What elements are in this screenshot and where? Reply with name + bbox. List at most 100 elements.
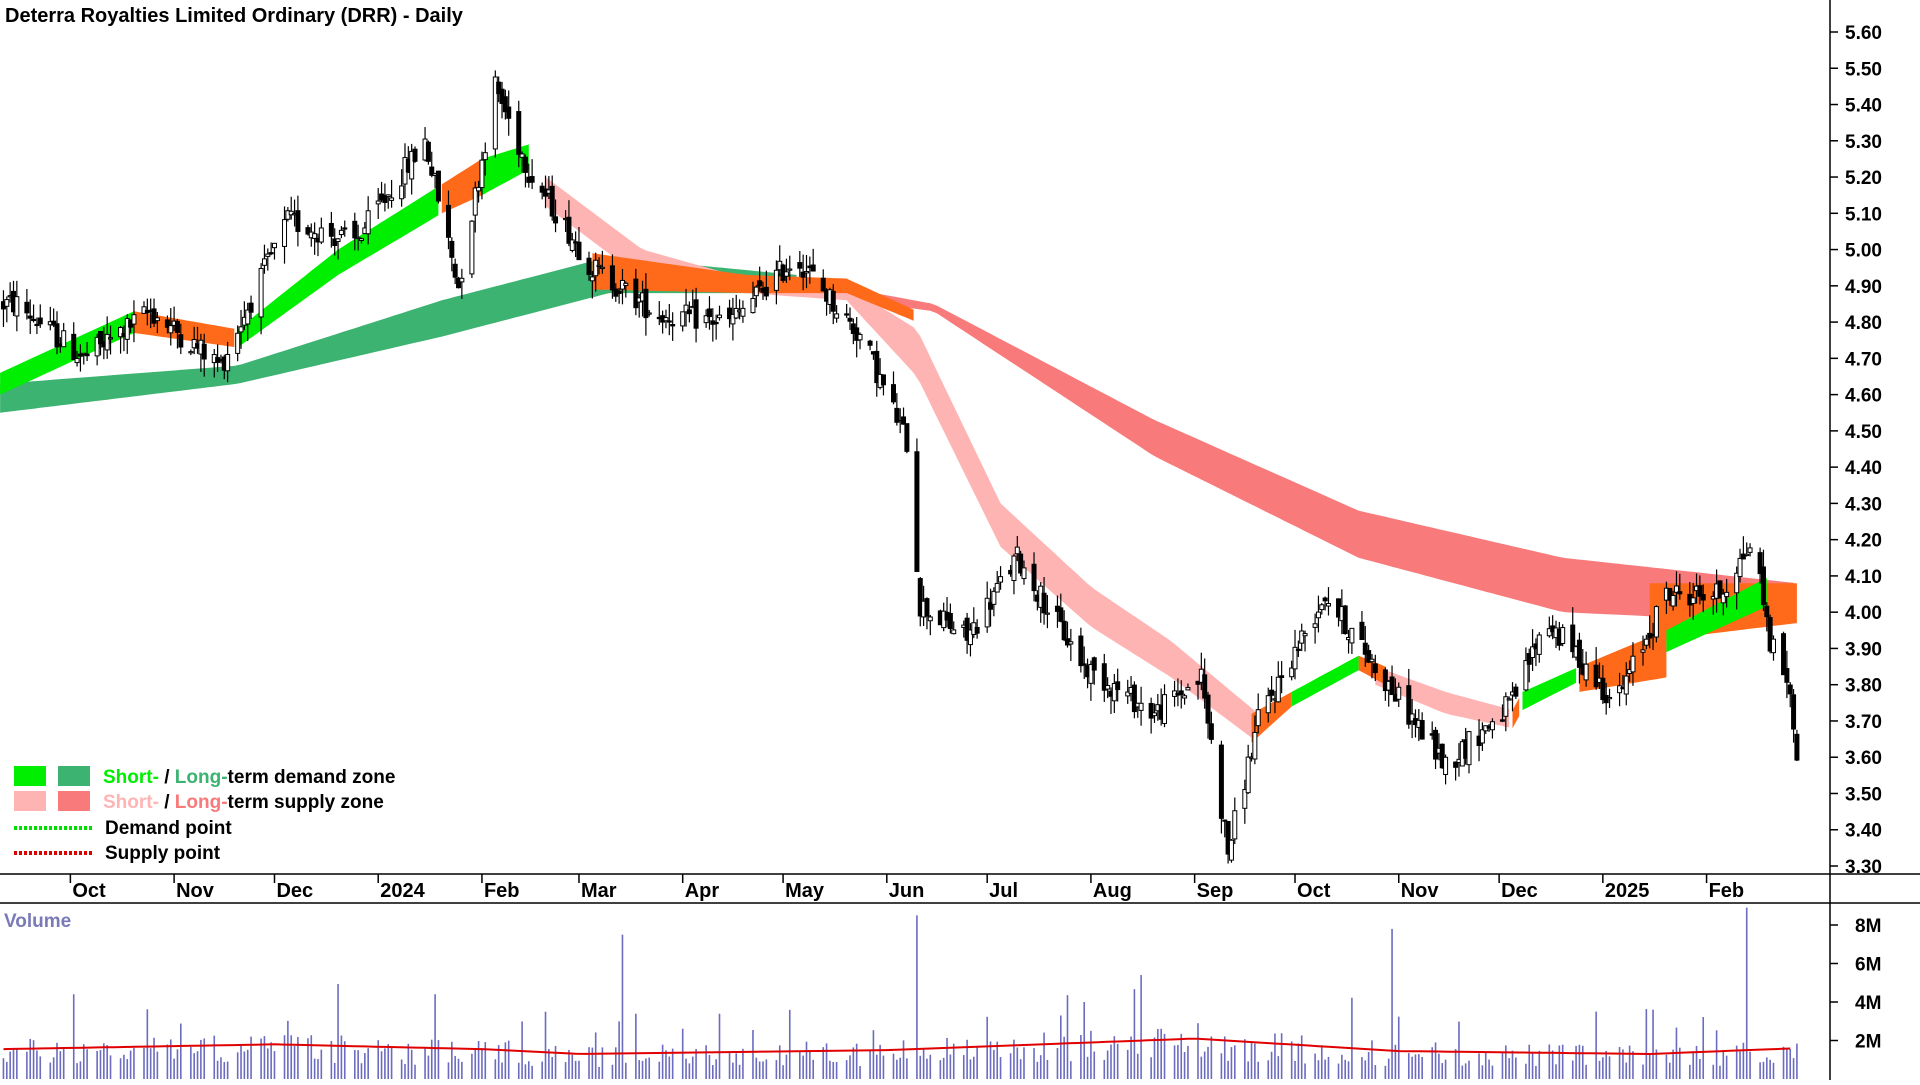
candle-down [830, 290, 836, 312]
short-term-demand-zone-band [1666, 577, 1767, 653]
candle-up [1489, 721, 1495, 731]
candle-up [1319, 604, 1325, 611]
candle-down [757, 280, 763, 287]
legend-supply-zone: Short- / Long-term supply zone [103, 792, 384, 813]
candle-down [1419, 720, 1425, 740]
candle-down [1767, 617, 1773, 652]
candle-down [901, 416, 907, 425]
volume-panel-label: Volume [4, 911, 71, 932]
candle-down [1101, 663, 1107, 691]
candle-down [295, 210, 301, 232]
candle-up [1643, 638, 1649, 646]
candle-down [178, 334, 184, 348]
price-tick-label: 4.30 [1845, 494, 1882, 515]
candle-up [1466, 731, 1472, 766]
date-tick-label: 2024 [380, 880, 425, 902]
date-axis-ticks: Oct Nov Dec 2024 Feb Mar Apr May Jun Jul Aug Sep Oct… [69, 874, 1744, 902]
candle-up [1299, 630, 1305, 644]
price-tick-label: 3.90 [1845, 639, 1882, 660]
candle-down [445, 204, 451, 238]
candle-down [1018, 553, 1024, 574]
price-tick-label: 4.10 [1845, 567, 1882, 588]
candle-up [312, 233, 318, 239]
candle-down [502, 96, 508, 113]
candle-up [1302, 633, 1308, 637]
candle-down [1784, 668, 1790, 683]
candle-down [1576, 639, 1582, 668]
price-tick-label: 4.70 [1845, 349, 1882, 370]
candle-up [265, 253, 271, 257]
candle-down [666, 320, 672, 323]
candle-down [1218, 744, 1224, 819]
candle-down [496, 81, 502, 95]
candle-down [1406, 685, 1412, 725]
candle-down [964, 617, 970, 641]
candle-up [994, 582, 1000, 593]
candle-down [1058, 607, 1064, 622]
candle-up [1125, 691, 1131, 697]
candle-up [1265, 695, 1271, 714]
candle-down [382, 195, 388, 203]
candle-up [519, 153, 525, 158]
candle-down [506, 106, 512, 119]
candle-up [1162, 694, 1168, 724]
price-tick-label: 5.20 [1845, 168, 1882, 189]
price-tick-label: 3.40 [1845, 821, 1882, 842]
price-tick-label: 5.60 [1845, 23, 1882, 44]
price-tick-label: 3.80 [1845, 676, 1882, 697]
candle-up [1325, 603, 1331, 607]
candle-up [753, 286, 759, 297]
candle-up [1744, 553, 1750, 556]
candle-up [1724, 591, 1730, 598]
candle-up [168, 325, 174, 334]
candle-down [1433, 729, 1439, 760]
candlesticks [0, 70, 1800, 864]
short-term-demand-zone-band [237, 186, 439, 348]
candle-up [355, 236, 361, 240]
candle-up [783, 271, 789, 277]
candle-down [763, 286, 769, 297]
candle-up [258, 267, 264, 318]
candle-up [804, 271, 809, 274]
candle-up [1396, 686, 1402, 700]
candle-down [1593, 664, 1599, 688]
candle-up [238, 326, 244, 333]
candle-up [1021, 567, 1027, 580]
candle-up [740, 307, 746, 317]
candle-up [1670, 594, 1676, 607]
candle-up [318, 227, 324, 243]
date-tick-label: Nov [1401, 880, 1440, 902]
candle-up [74, 357, 80, 364]
candle-up [1770, 638, 1776, 654]
candle-down [924, 598, 930, 617]
date-tick-label: Apr [685, 880, 720, 902]
transition-band [1579, 630, 1667, 692]
candle-up [1349, 627, 1355, 644]
candle-down [1600, 677, 1606, 701]
candle-down [151, 308, 157, 324]
candle-up [108, 337, 114, 340]
candle-down [1359, 621, 1365, 640]
candle-down [810, 264, 816, 272]
candle-down [77, 353, 83, 357]
candle-down [1526, 653, 1532, 665]
candle-down [844, 313, 850, 316]
price-tick-label: 5.30 [1845, 132, 1882, 153]
price-tick-label: 5.50 [1845, 59, 1882, 80]
candle-up [1232, 810, 1238, 840]
candle-down [894, 407, 900, 423]
long-term-supply-zone-band [796, 278, 1794, 623]
candle-down [435, 170, 441, 202]
transition-band [441, 158, 482, 214]
price-tick-label: 4.20 [1845, 531, 1882, 552]
candle-down [1677, 591, 1683, 595]
candle-down [456, 277, 462, 289]
candle-down [305, 227, 311, 235]
candle-up [1560, 627, 1566, 644]
candle-up [623, 282, 629, 287]
candle-up [61, 330, 67, 348]
price-tick-label: 5.00 [1845, 241, 1882, 262]
candle-down [1362, 642, 1368, 655]
candle-up [927, 616, 933, 622]
